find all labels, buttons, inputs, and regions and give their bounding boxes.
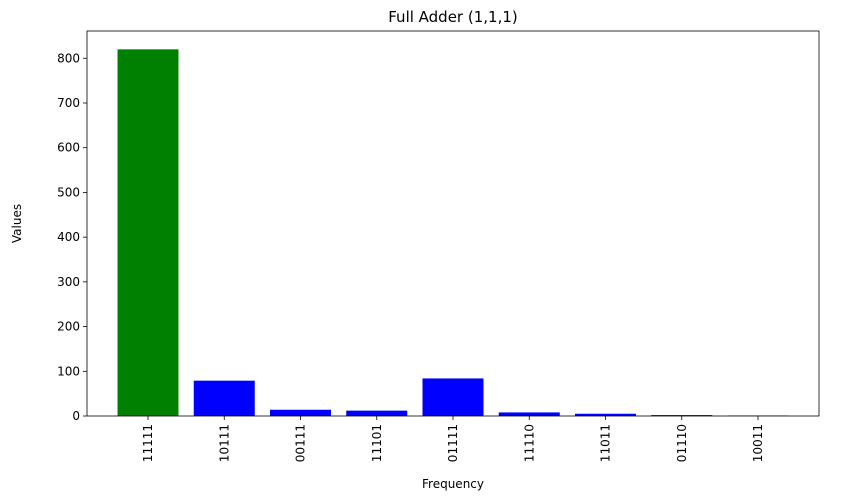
y-axis-label: Values <box>10 204 24 243</box>
y-tick-label: 100 <box>57 364 80 378</box>
x-tick-label: 10011 <box>751 424 765 462</box>
y-tick-label: 400 <box>57 230 80 244</box>
x-tick-label: 01111 <box>446 424 460 462</box>
y-tick-label: 0 <box>72 409 80 423</box>
y-tick-label: 500 <box>57 185 80 199</box>
y-tick-label: 200 <box>57 320 80 334</box>
bar-11110 <box>498 412 560 416</box>
bar-10111 <box>193 380 255 416</box>
x-tick-label: 11101 <box>370 424 384 462</box>
bar-01111 <box>422 378 484 416</box>
bar-11011 <box>575 413 636 416</box>
y-tick-label: 700 <box>57 96 80 110</box>
plot-frame <box>86 30 820 417</box>
chart-title: Full Adder (1,1,1) <box>388 8 518 26</box>
x-tick-label: 10111 <box>217 424 231 462</box>
x-tick-label: 11011 <box>599 424 613 462</box>
bar-01110 <box>651 415 713 416</box>
y-tick-label: 800 <box>57 51 80 65</box>
x-tick-label: 11110 <box>522 424 536 462</box>
y-axis: 0 100 200 300 400 500 600 700 800 <box>57 51 87 423</box>
y-tick-label: 600 <box>57 141 80 155</box>
bars-group <box>117 49 789 416</box>
x-axis: 11111 10111 00111 11101 01111 11110 11011 01110… <box>141 416 765 462</box>
x-tick-label: 11111 <box>141 424 155 462</box>
bar-11101 <box>346 410 408 416</box>
x-axis-label: Frequency <box>422 477 484 491</box>
bar-11111 <box>117 49 179 416</box>
x-tick-label: 00111 <box>294 424 308 462</box>
x-tick-label: 01110 <box>675 424 689 462</box>
bar-00111 <box>270 409 331 416</box>
y-tick-label: 300 <box>57 275 80 289</box>
